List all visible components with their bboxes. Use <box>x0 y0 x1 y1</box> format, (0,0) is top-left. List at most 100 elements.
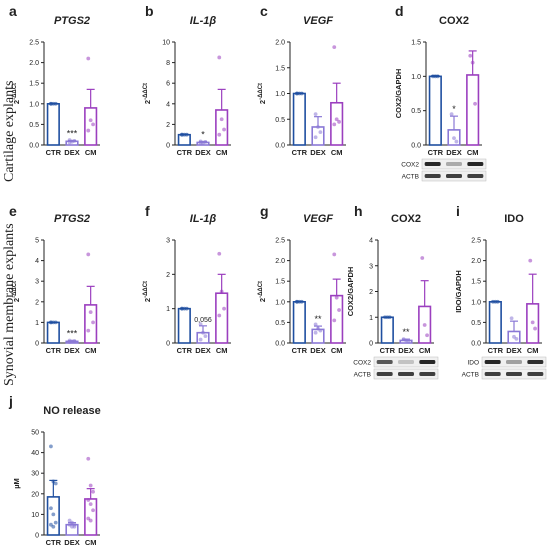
bar-b-CM <box>215 109 229 146</box>
x-tick-label-b-DEX: DEX <box>195 148 210 157</box>
panel-h: h COX2 0 1 2 3 4 COX2/GAPDH CTR DEX CM ** COX2 ACTB <box>346 203 439 380</box>
bar-g-CM <box>330 294 344 344</box>
data-point-d-DEX <box>454 139 459 144</box>
data-point-a-CM <box>86 128 91 133</box>
bar-c-CTR <box>292 92 306 146</box>
data-point-b-CTR <box>184 132 189 137</box>
y-tick-label-d: 0.5 <box>411 108 421 115</box>
data-point-h-DEX <box>406 339 411 344</box>
x-tick-label-d-CM: CM <box>467 148 479 157</box>
data-point-g-DEX <box>313 322 318 327</box>
data-point-g-CTR <box>299 299 304 304</box>
data-point-i-CM <box>533 326 537 331</box>
data-point-j-CM <box>88 502 93 506</box>
y-axis-label-e: 2-ΔΔCt <box>12 281 21 302</box>
y-tick-label-g: 1.0 <box>275 299 285 306</box>
data-point-b-CM <box>222 127 226 132</box>
annotation-f: 0,056 <box>194 317 212 324</box>
data-point-f-DEX <box>198 322 203 327</box>
data-point-d-CTR <box>435 74 440 79</box>
blot-band-i-0-CM <box>527 360 544 364</box>
data-point-e-DEX <box>72 339 77 343</box>
bar-g-CTR <box>292 300 306 344</box>
bar-a-CM <box>84 107 98 146</box>
x-tick-label-a-CTR: CTR <box>46 148 62 157</box>
data-point-h-CTR <box>387 315 392 320</box>
bar-a-CTR <box>46 103 60 146</box>
data-point-f-DEX <box>201 330 205 335</box>
blot-band-h-1-CTR <box>376 372 393 376</box>
data-point-g-CTR <box>295 299 299 304</box>
y-tick-label-j: 50 <box>31 430 39 437</box>
y-tick-label-e: 0 <box>35 341 39 348</box>
y-tick-label-c: 1.5 <box>275 65 285 72</box>
y-tick-label-g: 1.5 <box>275 279 285 286</box>
blot-band-h-0-CTR <box>376 360 393 364</box>
data-point-d-CM <box>468 53 473 58</box>
data-point-c-CM <box>332 122 337 127</box>
y-axis-label-h: COX2/GAPDH <box>346 267 355 317</box>
x-tick-label-f-CTR: CTR <box>177 346 193 355</box>
panel-d: d COX2 0.0 0.5 1.0 1.5 COX2/GAPDH CTR DEX CM * COX2… <box>394 3 487 182</box>
y-tick-label-j: 20 <box>31 491 39 498</box>
y-tick-label-a: 1.0 <box>29 101 39 108</box>
x-tick-label-h-CM: CM <box>419 346 431 355</box>
annotation-e: *** <box>67 329 78 339</box>
y-tick-label-j: 10 <box>31 512 39 519</box>
blot-band-i-0-DEX <box>506 360 522 364</box>
x-tick-label-e-DEX: DEX <box>64 346 79 355</box>
y-tick-label-a: 2.0 <box>29 60 39 67</box>
blot-band-h-0-DEX <box>398 360 414 364</box>
data-point-f-CM <box>219 289 224 294</box>
y-tick-label-a: 0.0 <box>29 143 39 150</box>
data-point-a-DEX <box>67 138 72 142</box>
data-point-e-CM <box>86 252 91 257</box>
data-point-a-CTR <box>53 101 58 106</box>
x-tick-label-i-CM: CM <box>527 346 539 355</box>
y-tick-label-h: 2 <box>369 289 373 296</box>
x-tick-label-h-CTR: CTR <box>380 346 396 355</box>
data-point-g-DEX <box>313 330 318 335</box>
annotation-g: ** <box>314 314 322 324</box>
panel-letter-f: f <box>145 203 150 219</box>
data-point-g-CM <box>334 295 339 300</box>
data-point-d-CM <box>470 60 475 65</box>
x-tick-label-g-CTR: CTR <box>292 346 308 355</box>
data-point-a-CM <box>88 118 93 123</box>
y-tick-label-c: 1.0 <box>275 91 285 98</box>
data-point-j-CTR <box>53 520 58 525</box>
y-tick-label-d: 0.0 <box>411 143 421 150</box>
data-point-c-CM <box>332 45 337 50</box>
data-point-j-CTR <box>51 524 56 529</box>
blot-strip-h-0 <box>373 356 439 368</box>
data-point-e-DEX <box>67 338 72 343</box>
y-tick-label-j: 30 <box>31 471 39 478</box>
data-point-a-CM <box>91 122 95 127</box>
y-tick-label-e: 5 <box>35 238 39 245</box>
x-tick-label-c-CM: CM <box>331 148 343 157</box>
blot-label-i-0: IDO <box>467 360 479 367</box>
blot-label-d-0: COX2 <box>401 162 419 169</box>
data-point-b-CTR <box>180 132 184 137</box>
data-point-j-CTR <box>53 481 58 486</box>
data-point-j-CM <box>86 498 91 502</box>
y-tick-label-h: 1 <box>369 315 373 322</box>
y-tick-label-f: 3 <box>166 238 170 245</box>
data-point-c-CTR <box>295 91 299 96</box>
y-tick-label-f: 2 <box>166 272 170 279</box>
y-tick-label-e: 3 <box>35 279 39 286</box>
y-tick-label-a: 2.5 <box>29 40 39 47</box>
annotation-d: * <box>452 104 456 114</box>
data-point-e-CM <box>91 320 95 325</box>
y-tick-label-g: 2.5 <box>275 238 285 245</box>
x-tick-label-a-DEX: DEX <box>64 148 79 157</box>
annotation-h: ** <box>402 327 410 337</box>
y-tick-label-b: 10 <box>162 40 170 47</box>
y-axis-label-f: 2-ΔΔCt <box>143 281 152 302</box>
chart-title-h: COX2 <box>391 213 421 225</box>
data-point-e-CM <box>86 328 91 333</box>
panel-f: f IL-1β 0 1 2 3 2-ΔΔCt CTR DEX CM 0,056 <box>143 203 231 355</box>
y-tick-label-c: 0.0 <box>275 143 285 150</box>
chart-title-g: VEGF <box>303 213 333 225</box>
